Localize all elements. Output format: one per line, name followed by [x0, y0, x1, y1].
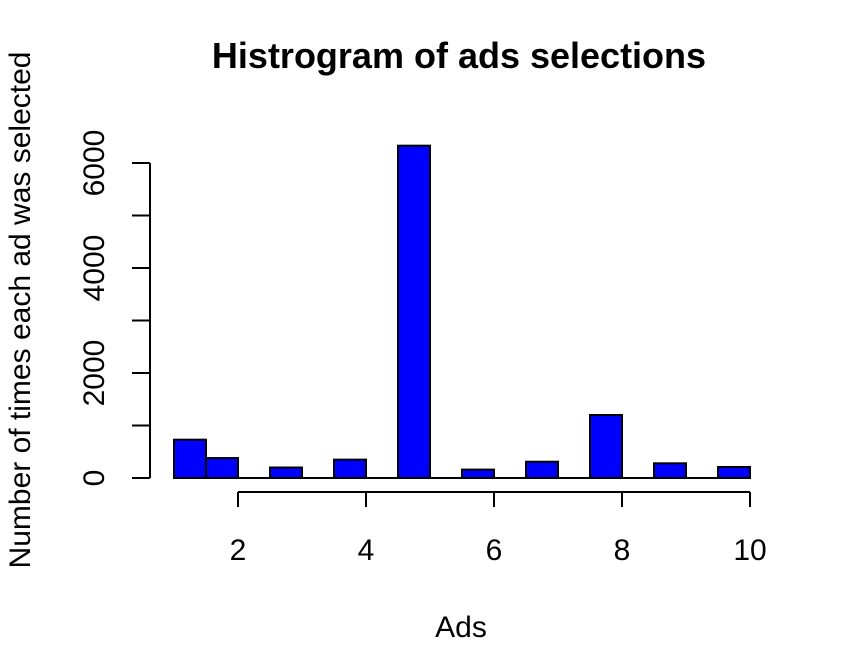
histogram-bar-5 [397, 144, 431, 480]
x-tick-label: 6 [486, 534, 503, 567]
histogram-bar-3 [269, 466, 303, 479]
histogram-bar-4 [333, 458, 367, 479]
x-tick-label: 10 [733, 534, 766, 567]
histogram-bar-7 [525, 460, 559, 480]
histogram-bar-6 [461, 468, 495, 480]
histogram-bar-8 [589, 414, 623, 479]
y-tick-label: 4000 [78, 235, 111, 302]
x-tick-label: 2 [230, 534, 247, 567]
y-tick-label: 2000 [78, 340, 111, 407]
chart-title: Histrogram of ads selections [212, 35, 706, 76]
y-axis-title: Number of times each ad was selected [4, 52, 37, 569]
y-axis: 0 2000 4000 6000 [78, 130, 151, 487]
histogram-bar-1 [173, 438, 207, 479]
histogram-bar-9 [653, 462, 687, 479]
y-tick-label: 6000 [78, 130, 111, 197]
histogram-bar-10 [717, 465, 751, 480]
x-axis-title: Ads [435, 611, 487, 644]
histogram-bar-2 [205, 457, 239, 479]
y-tick-label: 0 [78, 470, 111, 487]
x-tick-label: 4 [358, 534, 375, 567]
bars-group [173, 144, 751, 480]
x-axis: 2 4 6 8 10 [230, 491, 767, 567]
x-tick-label: 8 [614, 534, 631, 567]
